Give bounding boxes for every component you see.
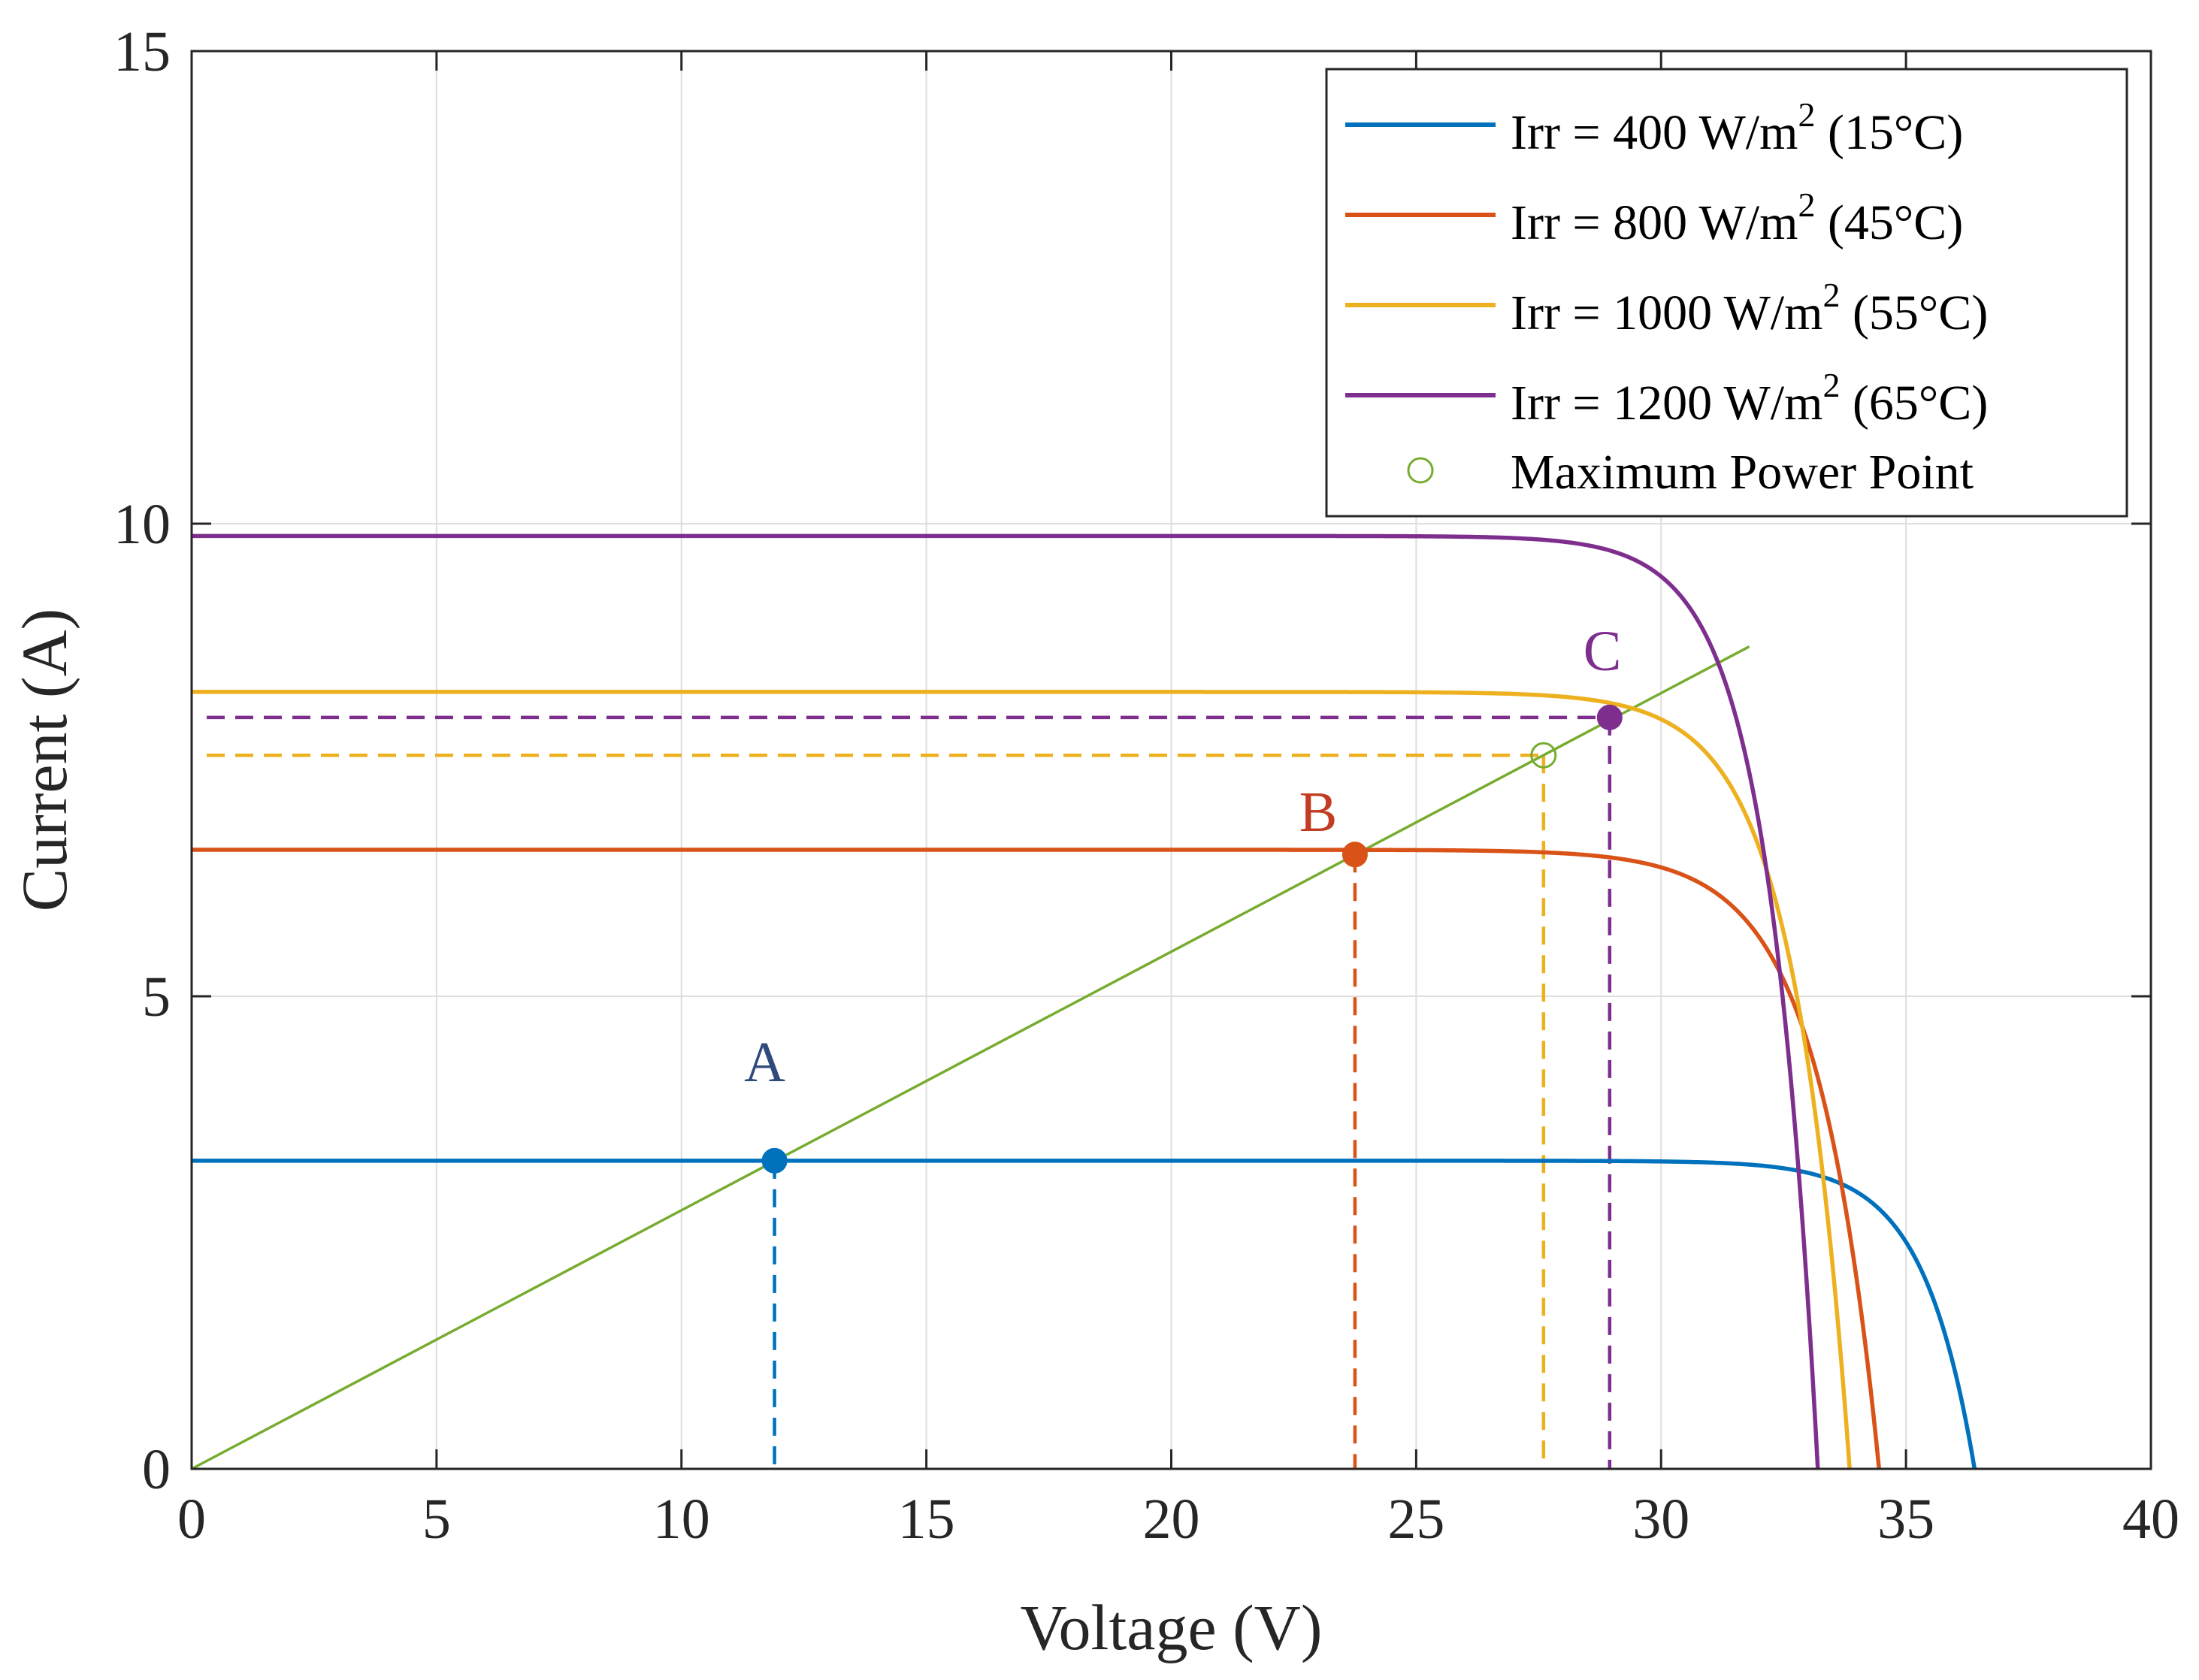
dashed-guides — [207, 715, 1612, 1469]
point-label-A: A — [744, 1031, 785, 1094]
legend-label-2: Irr = 1000 W/m2 (55°C) — [1511, 276, 1988, 340]
point-markers: A B C — [744, 620, 1623, 1174]
x-tick-label-6: 30 — [1632, 1488, 1689, 1551]
legend-label-mpp: Maximum Power Point — [1511, 445, 1974, 500]
iv-curve-series-2 — [192, 690, 1852, 1470]
x-axis-title: Voltage (V) — [1020, 1591, 1322, 1663]
mpp-marker-open-2 — [1530, 742, 1557, 769]
legend-label-1: Irr = 800 W/m2 (45°C) — [1511, 186, 1963, 250]
mpp-marker-A — [761, 1147, 788, 1174]
y-tick-label-0: 0 — [142, 1438, 171, 1501]
mpp-marker-B — [1341, 842, 1368, 868]
iv-curve-series-1 — [192, 848, 1882, 1470]
legend-label-0: Irr = 400 W/m2 (15°C) — [1511, 95, 1963, 160]
iv-curve-series-0 — [192, 1159, 1977, 1470]
load-line-group — [191, 645, 1750, 1470]
legend-box — [1325, 68, 2128, 518]
x-tick-label-4: 20 — [1143, 1488, 1200, 1551]
x-tick-label-7: 35 — [1877, 1488, 1934, 1551]
y-tick-label-3: 15 — [113, 20, 171, 83]
point-label-C: C — [1583, 620, 1622, 683]
legend-mpp-marker — [1407, 457, 1434, 484]
y-axis-title: Current (A) — [8, 609, 80, 912]
x-tick-label-3: 15 — [898, 1488, 955, 1551]
x-tick-labels: 0 5 10 15 20 25 30 35 40 — [177, 1488, 2179, 1551]
point-label-B: B — [1299, 781, 1338, 844]
grid-lines — [192, 51, 2151, 1469]
axis-ticks — [190, 50, 2152, 1470]
legend: Irr = 400 W/m2 (15°C) Irr = 800 W/m2 (45°… — [1325, 68, 2128, 518]
y-tick-labels: 0 5 10 15 — [113, 20, 171, 1501]
x-tick-label-0: 0 — [177, 1488, 206, 1551]
y-tick-label-2: 10 — [113, 493, 171, 556]
load-line — [191, 645, 1750, 1470]
iv-curves — [192, 533, 1977, 1470]
iv-curve-series-3 — [192, 533, 1820, 1470]
x-tick-label-2: 10 — [653, 1488, 710, 1551]
legend-label-3: Irr = 1200 W/m2 (65°C) — [1511, 366, 1988, 431]
mpp-marker-C — [1596, 704, 1623, 730]
x-tick-label-8: 40 — [2122, 1488, 2179, 1551]
x-tick-label-5: 25 — [1387, 1488, 1444, 1551]
y-tick-label-1: 5 — [142, 965, 171, 1029]
x-tick-label-1: 5 — [422, 1488, 451, 1551]
